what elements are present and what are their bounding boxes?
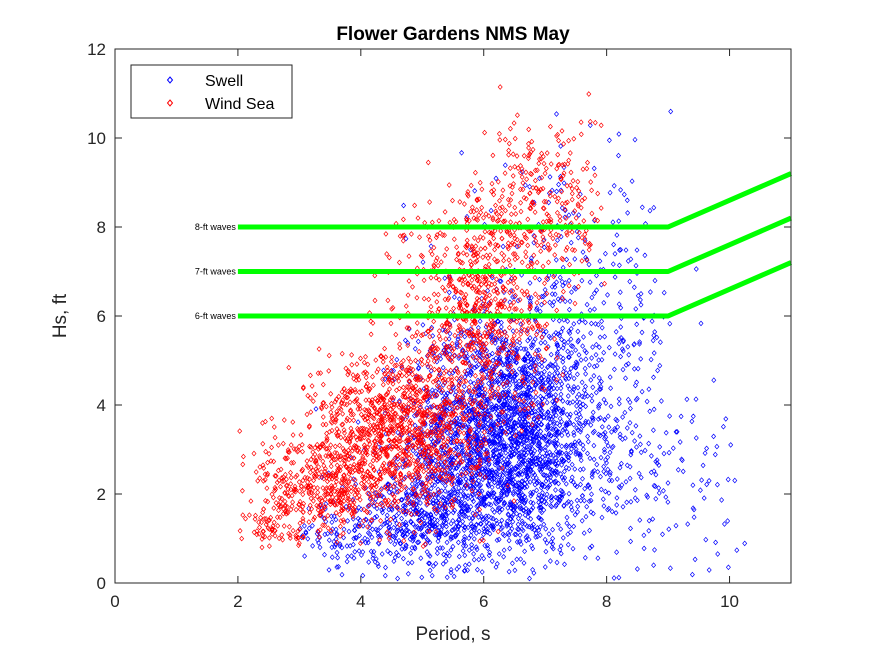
y-axis-label: Hs, ft xyxy=(50,293,71,338)
legend-label: Swell xyxy=(205,73,243,90)
threshold-label: 8-ft waves xyxy=(195,222,237,232)
x-tick-label: 10 xyxy=(720,592,739,611)
legend-entry: Swell xyxy=(166,73,243,90)
x-tick-label: 8 xyxy=(602,592,611,611)
x-tick-label: 0 xyxy=(110,592,119,611)
y-tick-label: 10 xyxy=(87,129,106,148)
y-tick-label: 12 xyxy=(87,40,106,59)
x-tick-label: 4 xyxy=(356,592,365,611)
legend: Swell Wind Sea xyxy=(130,64,293,119)
legend-marker xyxy=(166,76,174,84)
axis-ticks: 0 2 4 6 8 10 0 2 4 6 8 10 12 xyxy=(87,40,791,611)
threshold-label: 7-ft waves xyxy=(195,267,237,277)
threshold-line xyxy=(237,171,792,230)
y-tick-label: 2 xyxy=(97,485,106,504)
legend-box xyxy=(130,64,293,119)
threshold-label: 6-ft waves xyxy=(195,311,237,321)
y-tick-label: 4 xyxy=(97,396,106,415)
legend-entry: Wind Sea xyxy=(166,96,274,113)
threshold-lines: 8-ft waves 7-ft waves 6-ft waves xyxy=(195,171,792,321)
legend-label: Wind Sea xyxy=(205,96,274,113)
threshold-line xyxy=(237,215,792,274)
series-points xyxy=(297,108,748,582)
x-axis-label: Period, s xyxy=(416,624,491,645)
y-tick-label: 6 xyxy=(97,307,106,326)
series-swell xyxy=(297,108,748,582)
x-tick-label: 6 xyxy=(479,592,488,611)
y-tick-label: 0 xyxy=(97,574,106,593)
y-tick-label: 8 xyxy=(97,218,106,237)
x-tick-label: 2 xyxy=(233,592,242,611)
chart-title: Flower Gardens NMS May xyxy=(336,24,570,45)
threshold-line xyxy=(237,260,792,319)
legend-marker xyxy=(166,99,174,107)
